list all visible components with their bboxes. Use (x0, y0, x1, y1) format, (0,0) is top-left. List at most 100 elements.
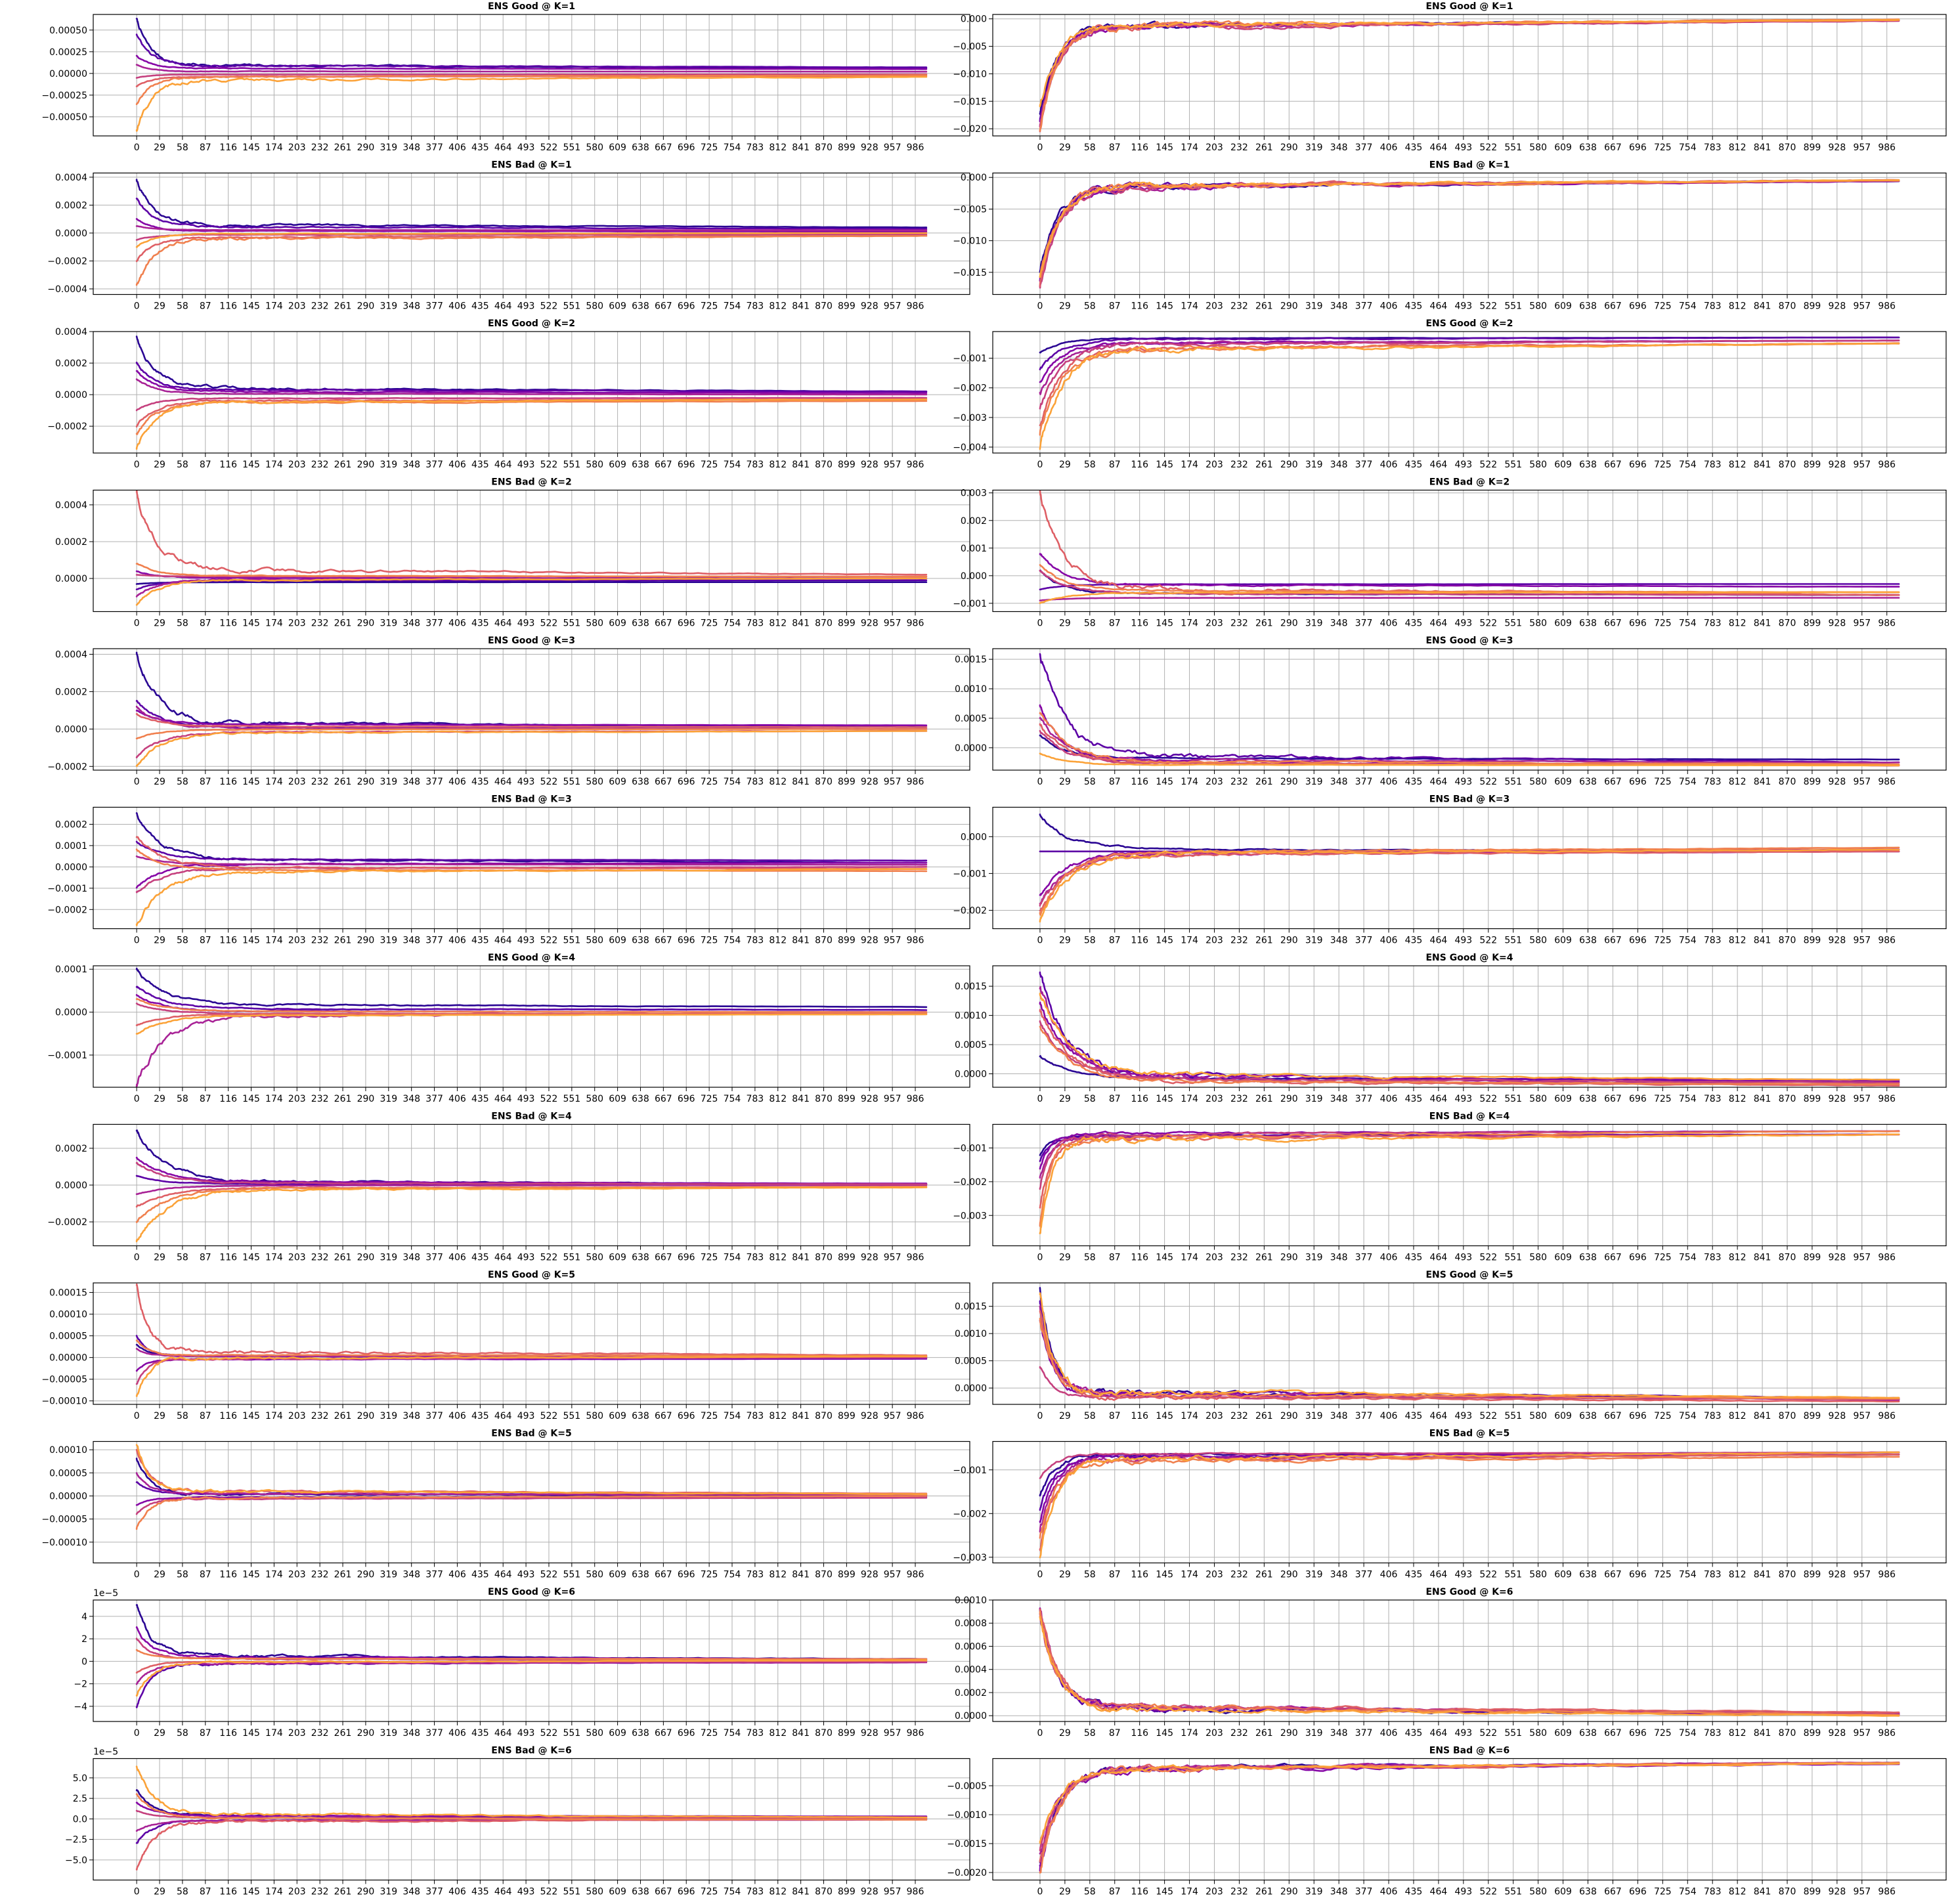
subplot-title: ENS Good @ K=4 (488, 953, 575, 963)
y-tick-label: 0.0005 (955, 1356, 987, 1367)
x-tick-label: 841 (1754, 142, 1771, 153)
x-tick-label: 87 (1109, 1570, 1121, 1580)
x-tick-label: 116 (1131, 1411, 1148, 1421)
x-tick-label: 667 (1604, 777, 1622, 787)
x-tick-label: 261 (334, 618, 352, 629)
x-tick-label: 203 (288, 1887, 306, 1897)
x-tick-label: 696 (1629, 618, 1647, 629)
x-tick-label: 899 (838, 301, 856, 312)
x-tick-label: 899 (838, 1094, 856, 1104)
y-tick-label: −0.0004 (47, 284, 87, 295)
x-tick-label: 928 (861, 777, 879, 787)
plot-frame (93, 14, 970, 137)
x-tick-label: 841 (792, 1887, 810, 1897)
series-line (1039, 1609, 1900, 1714)
plot-frame (992, 1282, 1947, 1405)
x-tick-label: 0 (134, 142, 140, 153)
x-tick-label: 348 (402, 936, 420, 946)
x-tick-label: 0 (134, 1411, 140, 1421)
x-tick-label: 522 (1479, 460, 1497, 470)
x-tick-label: 435 (471, 936, 489, 946)
x-tick-label: 696 (1629, 301, 1647, 312)
x-tick-label: 667 (655, 1253, 672, 1263)
x-tick-label: 522 (1479, 1411, 1497, 1421)
x-tick-label: 870 (1779, 936, 1796, 946)
y-tick-label: −0.002 (953, 905, 987, 916)
series-line (135, 713, 928, 728)
x-tick-label: 493 (517, 618, 535, 629)
x-tick-label: 638 (1579, 618, 1597, 629)
x-tick-label: 667 (1604, 1887, 1622, 1897)
x-tick-label: 609 (609, 1411, 626, 1421)
y-tick-label: 0.0002 (55, 537, 87, 548)
x-tick-label: 145 (242, 1094, 260, 1104)
x-tick-label: 696 (1629, 1570, 1647, 1580)
x-tick-label: 696 (678, 1887, 695, 1897)
series-line (135, 709, 928, 727)
x-tick-label: 87 (200, 301, 211, 312)
x-tick-label: 348 (1330, 936, 1348, 946)
y-tick-label: 0.000 (961, 571, 987, 582)
x-tick-label: 319 (380, 1570, 397, 1580)
x-tick-label: 725 (1654, 142, 1672, 153)
y-tick-label: 0.0000 (55, 724, 87, 735)
x-tick-label: 986 (907, 936, 924, 946)
x-tick-label: 87 (200, 1411, 211, 1421)
x-tick-label: 290 (357, 1570, 375, 1580)
x-tick-label: 464 (1430, 142, 1448, 153)
x-tick-label: 928 (1829, 460, 1846, 470)
x-tick-label: 348 (402, 1411, 420, 1421)
x-tick-label: 638 (632, 618, 649, 629)
x-tick-label: 406 (1380, 1411, 1398, 1421)
x-tick-label: 551 (1504, 777, 1522, 787)
x-tick-label: 609 (1554, 1570, 1572, 1580)
x-tick-label: 464 (494, 1728, 512, 1739)
series-line (135, 967, 928, 1008)
x-tick-label: 58 (1084, 618, 1096, 629)
x-tick-label: 29 (154, 301, 165, 312)
x-tick-label: 522 (540, 1887, 558, 1897)
x-tick-label: 725 (701, 301, 718, 312)
x-tick-label: 406 (1380, 1253, 1398, 1263)
x-tick-label: 870 (815, 1411, 833, 1421)
series-group (135, 651, 928, 767)
x-tick-label: 435 (1405, 460, 1423, 470)
y-tick-label: 0.00010 (49, 1310, 87, 1320)
x-tick-label: 841 (1754, 1887, 1771, 1897)
x-tick-label: 377 (425, 1411, 443, 1421)
x-tick-label: 899 (1804, 1887, 1821, 1897)
x-tick-label: 899 (1804, 1094, 1821, 1104)
x-tick-label: 116 (1131, 1887, 1148, 1897)
x-tick-label: 638 (1579, 1253, 1597, 1263)
y-tick-label: 0.0005 (955, 1040, 987, 1050)
series-group (1039, 1762, 1900, 1874)
x-tick-label: 174 (265, 1570, 283, 1580)
x-tick-label: 203 (1205, 460, 1223, 470)
y-tick-label: 0.0000 (55, 228, 87, 239)
series-line (1039, 1762, 1900, 1851)
y-tick-label: 0.0002 (55, 358, 87, 369)
x-tick-label: 551 (563, 1728, 580, 1739)
x-tick-label: 667 (1604, 301, 1622, 312)
x-tick-label: 812 (1729, 936, 1747, 946)
series-line (135, 1339, 928, 1357)
x-tick-label: 986 (1878, 1411, 1896, 1421)
y-tick-label: −0.0002 (47, 762, 87, 772)
y-tick-label: −0.005 (953, 204, 987, 215)
x-tick-label: 522 (1479, 777, 1497, 787)
x-tick-label: 290 (1280, 618, 1298, 629)
x-tick-label: 754 (1679, 301, 1697, 312)
x-tick-label: 638 (632, 1570, 649, 1580)
subplot-title: ENS Good @ K=6 (488, 1587, 575, 1597)
x-tick-label: 812 (769, 1253, 787, 1263)
x-tick-label: 986 (1878, 142, 1896, 153)
x-tick-label: 957 (1853, 142, 1871, 153)
x-tick-label: 319 (1305, 777, 1323, 787)
x-tick-label: 145 (242, 1887, 260, 1897)
x-tick-label: 145 (1156, 1887, 1173, 1897)
series-line (1039, 1130, 1900, 1227)
x-tick-label: 116 (219, 1094, 237, 1104)
